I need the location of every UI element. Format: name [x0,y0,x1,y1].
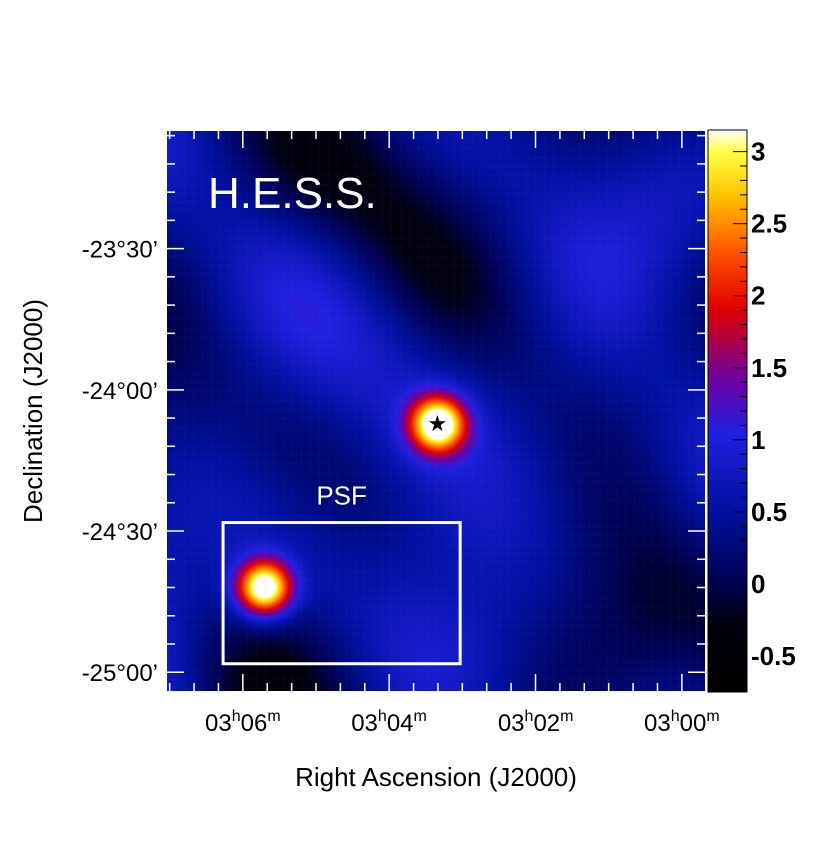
colorbar-tick-label: -0.5 [751,641,796,671]
psf-box [221,521,462,666]
axis-ticks [166,130,706,692]
y-axis-title: Declination (J2000) [18,299,48,523]
y-tick-labels: -23°30’ -24°00’ -24°30’ -25°00’ [82,237,158,688]
map-area: PSF H.E.S.S. ★ [165,129,707,693]
x-tick-label: 03h06m [205,708,281,737]
colorbar-tick-label: 1.5 [751,353,787,383]
source-star-marker: ★ [427,411,447,436]
significance-heatmap [166,130,706,692]
x-tick-label: 03h04m [351,708,427,737]
colorbar-tick-label: 2.5 [751,209,787,239]
colorbar: 3 2.5 2 1.5 1 0.5 0 -0.5 [707,129,796,693]
colorbar-tick-label: 1 [751,425,765,455]
colorbar-tick-label: 0 [751,569,765,599]
map-frame [165,129,707,693]
instrument-label: H.E.S.S. [208,169,377,218]
y-tick-label: -25°00’ [82,660,158,687]
x-tick-labels: 03h06m 03h04m 03h02m 03h00m [205,708,720,737]
y-tick-label: -24°00’ [82,378,158,405]
y-tick-label: -23°30’ [82,237,158,264]
colorbar-tick-label: 0.5 [751,497,787,527]
y-tick-label: -24°30’ [82,519,158,546]
x-tick-label: 03h02m [498,708,574,737]
x-axis-title: Right Ascension (J2000) [295,762,577,792]
colorbar-tick-label: 2 [751,281,765,311]
colorbar-ticks: 3 2.5 2 1.5 1 0.5 0 -0.5 [733,137,796,686]
colorbar-tick-label: 3 [751,137,765,167]
psf-label: PSF [316,481,367,511]
x-tick-label: 03h00m [644,708,720,737]
